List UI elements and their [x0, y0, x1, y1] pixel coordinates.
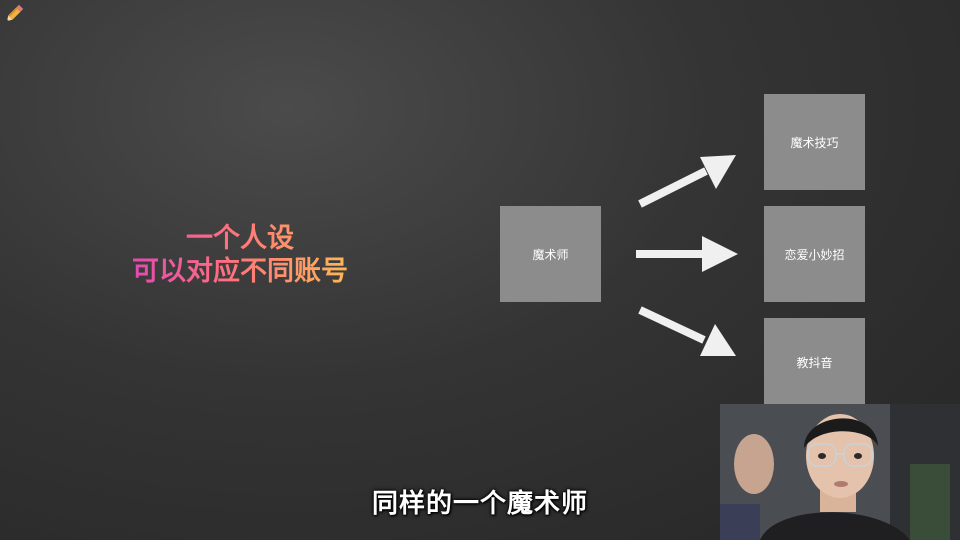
target-box-2: 恋爱小妙招: [764, 206, 865, 302]
target-box-1: 魔术技巧: [764, 94, 865, 190]
presenter-webcam: [720, 404, 960, 540]
arrow-to-target-2: [636, 236, 738, 272]
source-box: 魔术师: [500, 206, 601, 302]
target-box-3: 教抖音: [764, 318, 865, 406]
pencil-icon: [6, 4, 24, 22]
source-label: 魔术师: [532, 247, 569, 262]
subtitle-caption: 同样的一个魔术师: [371, 489, 588, 519]
target-label-2: 恋爱小妙招: [784, 247, 845, 262]
target-label-3: 教抖音: [796, 355, 833, 370]
presenter-figure: [720, 404, 960, 540]
arrow-to-target-1: [638, 155, 736, 208]
arrow-to-target-3: [638, 306, 736, 356]
target-label-1: 魔术技巧: [790, 135, 839, 150]
